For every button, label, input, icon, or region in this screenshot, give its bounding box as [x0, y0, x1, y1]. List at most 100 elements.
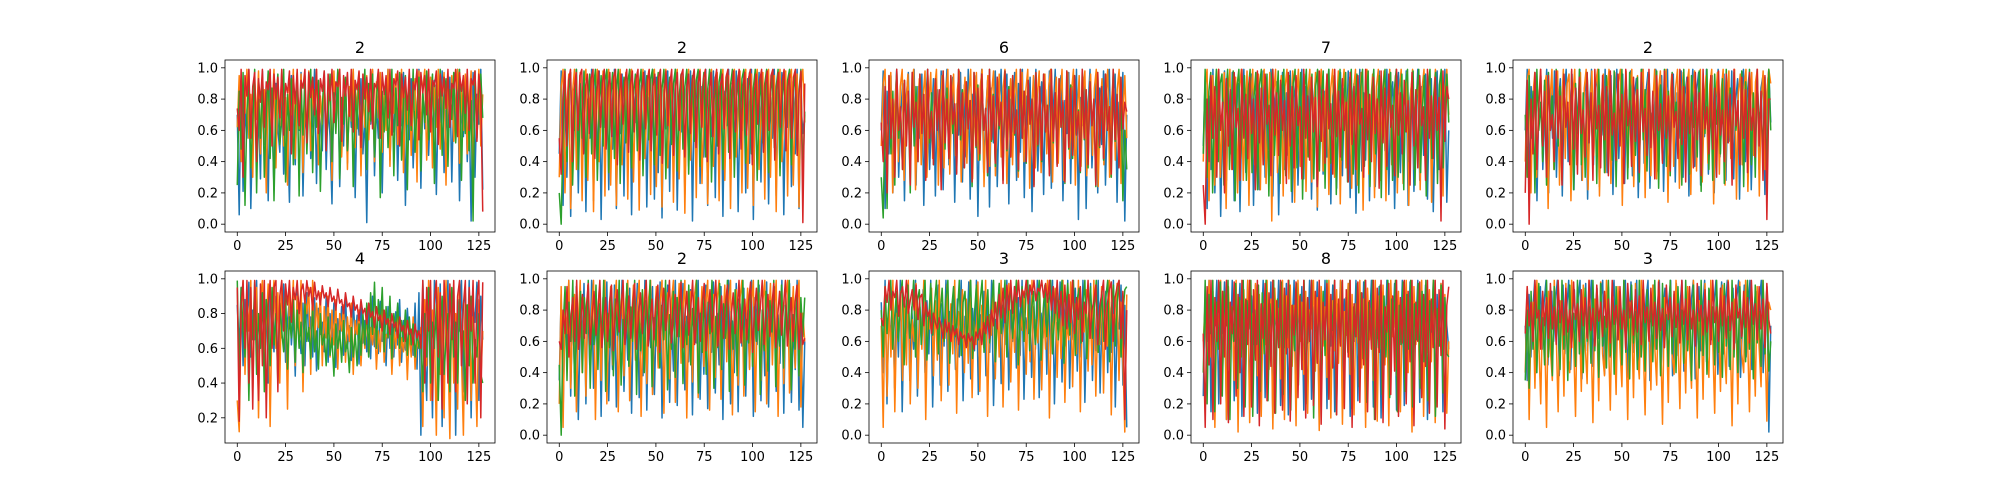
- x-tick-label: 0: [555, 239, 563, 254]
- x-tick-label: 75: [1340, 239, 1357, 254]
- x-tick-label: 75: [696, 450, 713, 465]
- x-tick-label: 0: [555, 450, 563, 465]
- x-tick-label: 100: [740, 239, 765, 254]
- series-line-4: [880, 68, 1128, 194]
- x-tick-label: 125: [1432, 239, 1457, 254]
- y-tick-label: 0.6: [1163, 335, 1184, 350]
- x-tick-label: 125: [466, 450, 491, 465]
- axes-frame: [224, 59, 496, 233]
- series-group: [558, 279, 806, 436]
- subplot-9: 0 25 50 75 100 125 0.0 0.2 0.4 0.6 0.8 1.0 8: [1163, 249, 1462, 465]
- x-tick-label: 100: [740, 450, 765, 465]
- y-tick-label: 0.6: [841, 335, 862, 350]
- series-group: [880, 68, 1128, 222]
- x-tick-label: 100: [1062, 450, 1087, 465]
- x-tick-label: 100: [418, 239, 443, 254]
- y-tick-label: 0.0: [1485, 429, 1506, 444]
- x-tick-label: 75: [1662, 450, 1679, 465]
- x-tick-label: 0: [877, 239, 885, 254]
- x-tick-label: 125: [788, 239, 813, 254]
- y-tick-label: 0.4: [197, 377, 218, 392]
- x-tick-label: 75: [1018, 450, 1035, 465]
- x-tick-label: 0: [1521, 239, 1529, 254]
- subplot-2: 0 25 50 75 100 125 0.0 0.2 0.4 0.6 0.8 1.0 2: [519, 38, 818, 254]
- y-tick-label: 1.0: [519, 61, 540, 76]
- axes-frame: [1512, 59, 1784, 233]
- subplot-6: 0 25 50 75 100 125 0.2 0.4 0.6 0.8 1.0 4: [197, 249, 496, 465]
- x-tick-label: 25: [1565, 450, 1582, 465]
- x-tick-label: 0: [1521, 450, 1529, 465]
- x-tick-label: 50: [1614, 450, 1631, 465]
- x-tick-label: 75: [1018, 239, 1035, 254]
- y-tick-label: 0.6: [1163, 124, 1184, 139]
- y-tick-label: 0.0: [197, 218, 218, 233]
- series-group: [236, 279, 484, 440]
- x-tick-label: 100: [1384, 450, 1409, 465]
- x-tick-label: 50: [970, 450, 987, 465]
- series-line-4: [558, 68, 806, 224]
- series-line-3: [558, 68, 806, 225]
- axes-frame: [1190, 270, 1462, 444]
- x-tick-label: 125: [1754, 450, 1779, 465]
- y-tick-label: 0.4: [1485, 155, 1506, 170]
- x-tick-label: 50: [970, 239, 987, 254]
- y-tick-label: 0.8: [197, 93, 218, 108]
- y-tick-label: 0.0: [841, 218, 862, 233]
- x-tick-label: 0: [877, 450, 885, 465]
- x-tick-label: 25: [277, 450, 294, 465]
- series-group: [558, 68, 806, 225]
- series-line-4: [1202, 279, 1450, 430]
- x-tick-label: 50: [326, 450, 343, 465]
- y-tick-label: 0.6: [1485, 335, 1506, 350]
- x-tick-label: 75: [1662, 239, 1679, 254]
- series-line-4: [236, 279, 484, 423]
- x-tick-label: 50: [1292, 450, 1309, 465]
- series-line-4: [880, 279, 1128, 421]
- y-tick-label: 1.0: [197, 272, 218, 287]
- y-tick-label: 0.6: [519, 335, 540, 350]
- y-tick-label: 0.8: [1485, 93, 1506, 108]
- y-tick-label: 0.0: [841, 429, 862, 444]
- x-tick-label: 50: [1614, 239, 1631, 254]
- subplot-title: 3: [1643, 249, 1653, 268]
- subplot-title: 6: [999, 38, 1009, 57]
- y-tick-label: 0.8: [841, 93, 862, 108]
- series-group: [1524, 279, 1772, 433]
- y-tick-label: 1.0: [1485, 272, 1506, 287]
- x-tick-label: 25: [1243, 450, 1260, 465]
- subplot-title: 8: [1321, 249, 1331, 268]
- y-tick-label: 0.4: [1163, 155, 1184, 170]
- x-tick-label: 0: [1199, 239, 1207, 254]
- x-tick-label: 50: [326, 239, 343, 254]
- series-group: [236, 68, 484, 224]
- x-tick-label: 75: [696, 239, 713, 254]
- subplot-title: 2: [355, 38, 365, 57]
- subplot-5: 0 25 50 75 100 125 0.0 0.2 0.4 0.6 0.8 1.0 2: [1485, 38, 1784, 254]
- y-tick-label: 0.6: [841, 124, 862, 139]
- subplot-title: 4: [355, 249, 365, 268]
- y-tick-label: 1.0: [1163, 272, 1184, 287]
- x-tick-label: 50: [648, 239, 665, 254]
- y-tick-label: 0.8: [1163, 93, 1184, 108]
- subplot-title: 2: [677, 249, 687, 268]
- y-tick-label: 0.2: [197, 186, 218, 201]
- axes-frame: [546, 270, 818, 444]
- x-tick-label: 125: [788, 450, 813, 465]
- y-tick-label: 0.8: [841, 304, 862, 319]
- y-tick-label: 0.4: [1485, 366, 1506, 381]
- axes-frame: [1190, 59, 1462, 233]
- y-tick-label: 1.0: [841, 61, 862, 76]
- x-tick-label: 125: [1110, 450, 1135, 465]
- x-tick-label: 125: [1432, 450, 1457, 465]
- y-tick-label: 0.0: [519, 429, 540, 444]
- axes-frame: [868, 59, 1140, 233]
- axes-frame: [224, 270, 496, 444]
- y-tick-label: 0.0: [1485, 218, 1506, 233]
- series-line-4: [1524, 279, 1772, 350]
- x-tick-label: 0: [233, 239, 241, 254]
- series-line-4: [1202, 68, 1450, 225]
- y-tick-label: 0.0: [519, 218, 540, 233]
- x-tick-label: 100: [1706, 450, 1731, 465]
- x-tick-label: 25: [921, 239, 938, 254]
- y-tick-label: 0.0: [1163, 218, 1184, 233]
